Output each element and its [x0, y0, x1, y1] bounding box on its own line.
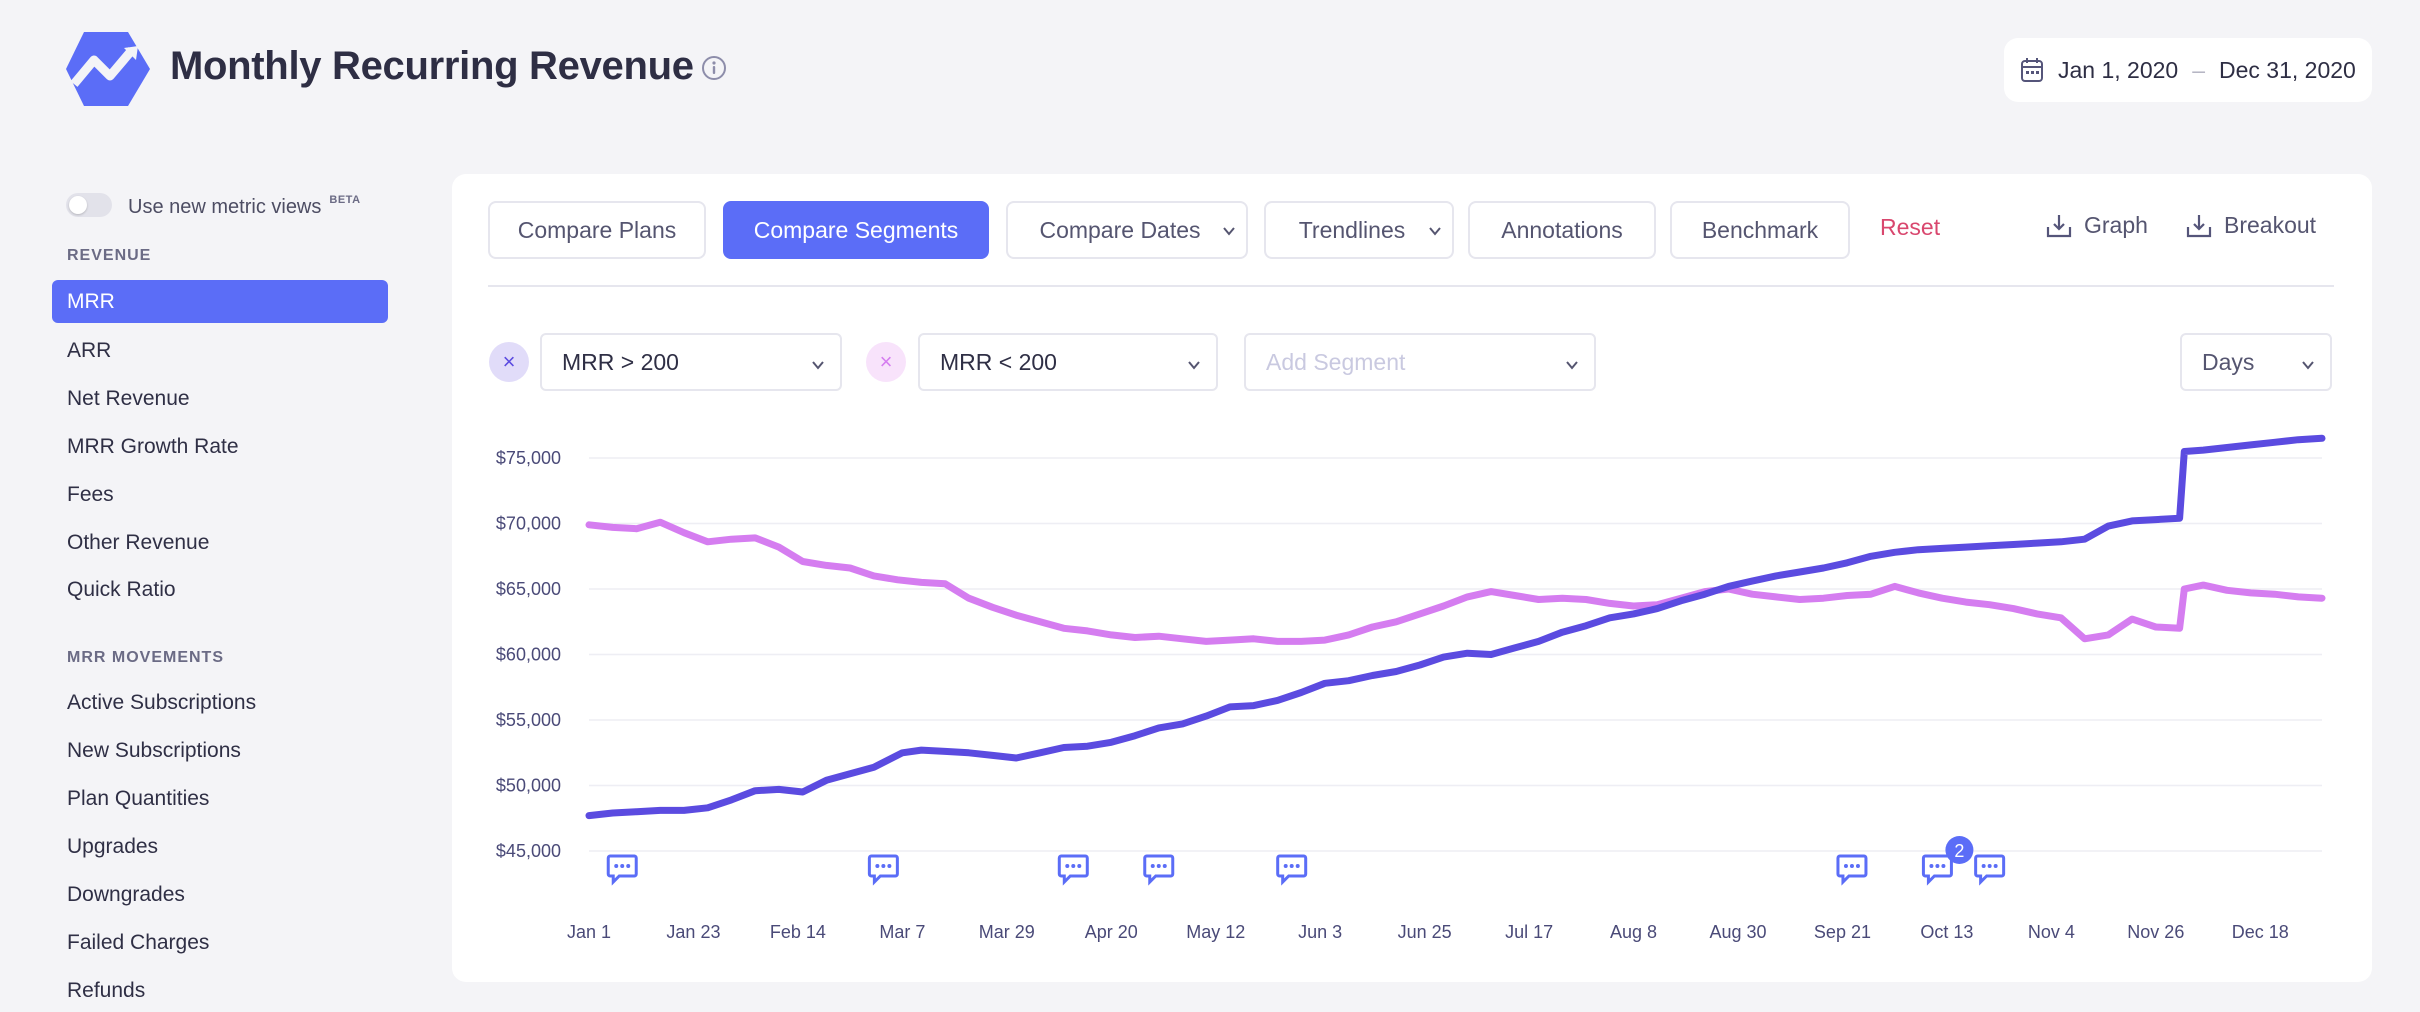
annotation-comment-icon[interactable] — [1057, 854, 1089, 886]
toggle-label: Use new metric views BETA — [128, 194, 361, 218]
chevron-down-icon — [812, 361, 824, 370]
sidebar-item-failed-charges[interactable]: Failed Charges — [67, 930, 210, 954]
info-icon[interactable] — [701, 55, 727, 81]
chevron-down-icon — [1566, 361, 1578, 370]
series-line-high — [585, 434, 2326, 820]
sidebar-item-upgrades[interactable]: Upgrades — [67, 834, 159, 858]
annotation-comment-icon[interactable] — [867, 854, 899, 886]
x-tick-label: Aug 8 — [1610, 922, 1657, 942]
interval-select[interactable]: Days — [2180, 333, 2332, 391]
x-tick-label: Apr 20 — [1085, 922, 1138, 942]
download-icon — [2046, 214, 2072, 237]
x-tick-label: Mar 7 — [879, 922, 925, 942]
x-tick-label: Mar 29 — [979, 922, 1035, 942]
sidebar-item-net-revenue[interactable]: Net Revenue — [67, 386, 190, 410]
x-tick-label: Aug 30 — [1709, 922, 1766, 942]
x-tick-label: Nov 26 — [2127, 922, 2184, 942]
compare-plans-button[interactable]: Compare Plans — [488, 201, 706, 259]
sidebar-item-downgrades[interactable]: Downgrades — [67, 882, 185, 906]
trendlines-label: Trendlines — [1298, 216, 1406, 243]
revenue-section-title: REVENUE — [67, 247, 152, 264]
x-tick-label: Jan 23 — [666, 922, 720, 942]
x-tick-label: May 12 — [1186, 922, 1245, 942]
page-title: Monthly Recurring Revenue — [170, 44, 694, 88]
sidebar-item-other-revenue[interactable]: Other Revenue — [67, 530, 210, 554]
y-tick-label: $45,000 — [496, 841, 561, 861]
x-tick-label: Oct 13 — [1920, 922, 1973, 942]
compare-segments-button[interactable]: Compare Segments — [723, 201, 989, 259]
toolbar-divider — [488, 285, 2334, 287]
trendlines-button[interactable]: Trendlines — [1264, 201, 1454, 259]
date-separator: – — [2192, 56, 2206, 83]
annotation-count-badge — [1945, 836, 1974, 864]
annotation-count-text: 2 — [1954, 841, 1964, 861]
x-tick-label: Feb 14 — [770, 922, 826, 942]
sidebar-item-plan-quantities[interactable]: Plan Quantities — [67, 786, 210, 810]
segment1-select[interactable]: MRR > 200 — [540, 333, 842, 391]
annotation-comment-icon[interactable] — [1836, 854, 1868, 886]
chart-card: Compare Plans Compare Segments Compare D… — [452, 174, 2372, 982]
download-breakout-button[interactable]: Breakout — [2186, 212, 2316, 239]
chevron-down-icon — [1188, 361, 1200, 370]
x-tick-label: Jan 1 — [567, 922, 611, 942]
annotation-comment-icon[interactable] — [1276, 854, 1308, 886]
chartmogul-logo — [66, 32, 150, 106]
annotation-comment-icon[interactable] — [1974, 854, 2006, 886]
annotation-comment-icon[interactable] — [606, 854, 638, 886]
segment2-value: MRR < 200 — [940, 348, 1057, 375]
add-segment-select[interactable]: Add Segment — [1244, 333, 1596, 391]
mrr-line-chart: $45,000 $50,000 $55,000 $60,000 $65,000 $70,0… — [496, 434, 2326, 942]
chevron-down-icon — [1223, 227, 1235, 236]
metric-views-toggle[interactable] — [66, 193, 112, 217]
date-range-picker[interactable]: Jan 1, 2020 – Dec 31, 2020 — [2004, 38, 2372, 102]
chevron-down-icon — [2302, 361, 2314, 370]
sidebar-item-mrr-growth-rate[interactable]: MRR Growth Rate — [67, 434, 239, 458]
x-tick-label: Dec 18 — [2232, 922, 2289, 942]
date-end: Dec 31, 2020 — [2219, 56, 2356, 83]
y-tick-label: $60,000 — [496, 645, 561, 665]
mrr-movements-section-title: MRR MOVEMENTS — [67, 649, 224, 666]
x-tick-label: Jul 17 — [1505, 922, 1553, 942]
reset-button[interactable]: Reset — [1880, 214, 1941, 240]
x-tick-label: Sep 21 — [1814, 922, 1871, 942]
sidebar-item-mrr[interactable]: MRR — [52, 280, 388, 323]
sidebar-item-active-subscriptions[interactable]: Active Subscriptions — [67, 690, 257, 714]
interval-value: Days — [2202, 348, 2255, 375]
sidebar-item-arr[interactable]: ARR — [67, 338, 112, 362]
download-icon — [2186, 214, 2212, 237]
chevron-down-icon — [1429, 227, 1441, 236]
x-tick-label: Jun 25 — [1398, 922, 1452, 942]
y-tick-label: $75,000 — [496, 448, 561, 468]
download-graph-button[interactable]: Graph — [2046, 212, 2148, 239]
annotation-comment-icon[interactable] — [1143, 854, 1175, 886]
sidebar-item-refunds[interactable]: Refunds — [67, 978, 146, 1002]
segment1-value: MRR > 200 — [562, 348, 679, 375]
sidebar-item-quick-ratio[interactable]: Quick Ratio — [67, 577, 176, 601]
remove-segment2-icon[interactable]: × — [866, 342, 906, 382]
x-tick-label: Nov 4 — [2028, 922, 2075, 942]
x-tick-label: Jun 3 — [1298, 922, 1342, 942]
y-tick-label: $50,000 — [496, 776, 561, 796]
sidebar-item-new-subscriptions[interactable]: New Subscriptions — [67, 738, 241, 762]
annotations-button[interactable]: Annotations — [1468, 201, 1656, 259]
toggle-knob — [69, 196, 87, 214]
beta-badge: BETA — [329, 194, 361, 206]
series-line-low — [585, 518, 2326, 645]
sidebar-item-fees[interactable]: Fees — [67, 482, 114, 506]
compare-dates-button[interactable]: Compare Dates — [1006, 201, 1248, 259]
benchmark-button[interactable]: Benchmark — [1670, 201, 1850, 259]
date-start: Jan 1, 2020 — [2058, 56, 2179, 83]
y-tick-label: $70,000 — [496, 514, 561, 534]
breakout-label: Breakout — [2224, 212, 2317, 238]
compare-dates-label: Compare Dates — [1039, 216, 1201, 243]
graph-label: Graph — [2084, 212, 2148, 238]
y-tick-label: $65,000 — [496, 579, 561, 599]
segment2-select[interactable]: MRR < 200 — [918, 333, 1218, 391]
add-segment-placeholder: Add Segment — [1266, 348, 1406, 375]
calendar-icon — [2021, 58, 2043, 82]
annotation-comment-icon[interactable] — [1921, 854, 1953, 886]
remove-segment1-icon[interactable]: × — [489, 342, 529, 382]
y-tick-label: $55,000 — [496, 710, 561, 730]
